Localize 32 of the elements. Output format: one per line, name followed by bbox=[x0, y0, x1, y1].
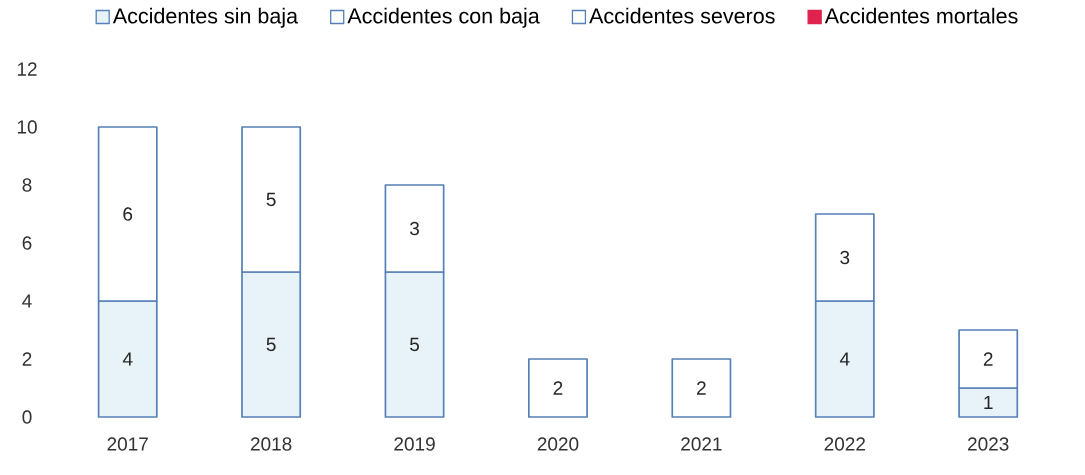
data-label: 1 bbox=[984, 395, 993, 410]
data-label: 4 bbox=[122, 352, 133, 366]
legend-label: Accidentes con baja bbox=[347, 7, 540, 28]
y-tick-label: 10 bbox=[17, 120, 37, 134]
x-tick-label: 2017 bbox=[107, 437, 148, 451]
data-label: 5 bbox=[410, 337, 420, 352]
data-label: 2 bbox=[983, 352, 993, 366]
x-tick-label: 2020 bbox=[537, 437, 579, 451]
y-tick-label: 4 bbox=[22, 294, 32, 308]
bar bbox=[671, 358, 732, 418]
data-label: 5 bbox=[266, 337, 276, 352]
bar bbox=[527, 358, 588, 418]
x-tick-label: 2022 bbox=[824, 437, 865, 451]
data-label: 3 bbox=[840, 250, 850, 265]
data-label: 2 bbox=[553, 381, 563, 395]
data-label: 4 bbox=[839, 352, 850, 366]
y-tick-label: 2 bbox=[22, 352, 32, 366]
legend-label: Accidentes severos bbox=[589, 7, 775, 24]
data-label: 6 bbox=[123, 207, 133, 221]
y-tick-label: 0 bbox=[22, 410, 32, 424]
legend-label: Accidentes mortales bbox=[824, 7, 1018, 24]
y-tick-label: 12 bbox=[17, 62, 37, 76]
x-tick-label: 2019 bbox=[394, 437, 435, 451]
x-tick-label: 2018 bbox=[250, 437, 292, 451]
data-label: 3 bbox=[409, 221, 419, 236]
legend-label: Accidentes sin baja bbox=[112, 7, 299, 28]
y-tick-label: 8 bbox=[22, 178, 32, 192]
data-label: 5 bbox=[266, 192, 276, 207]
x-tick-label: 2023 bbox=[968, 437, 1009, 451]
x-tick-label: 2021 bbox=[681, 437, 722, 451]
data-label: 2 bbox=[697, 381, 706, 395]
y-tick-label: 6 bbox=[22, 236, 32, 250]
